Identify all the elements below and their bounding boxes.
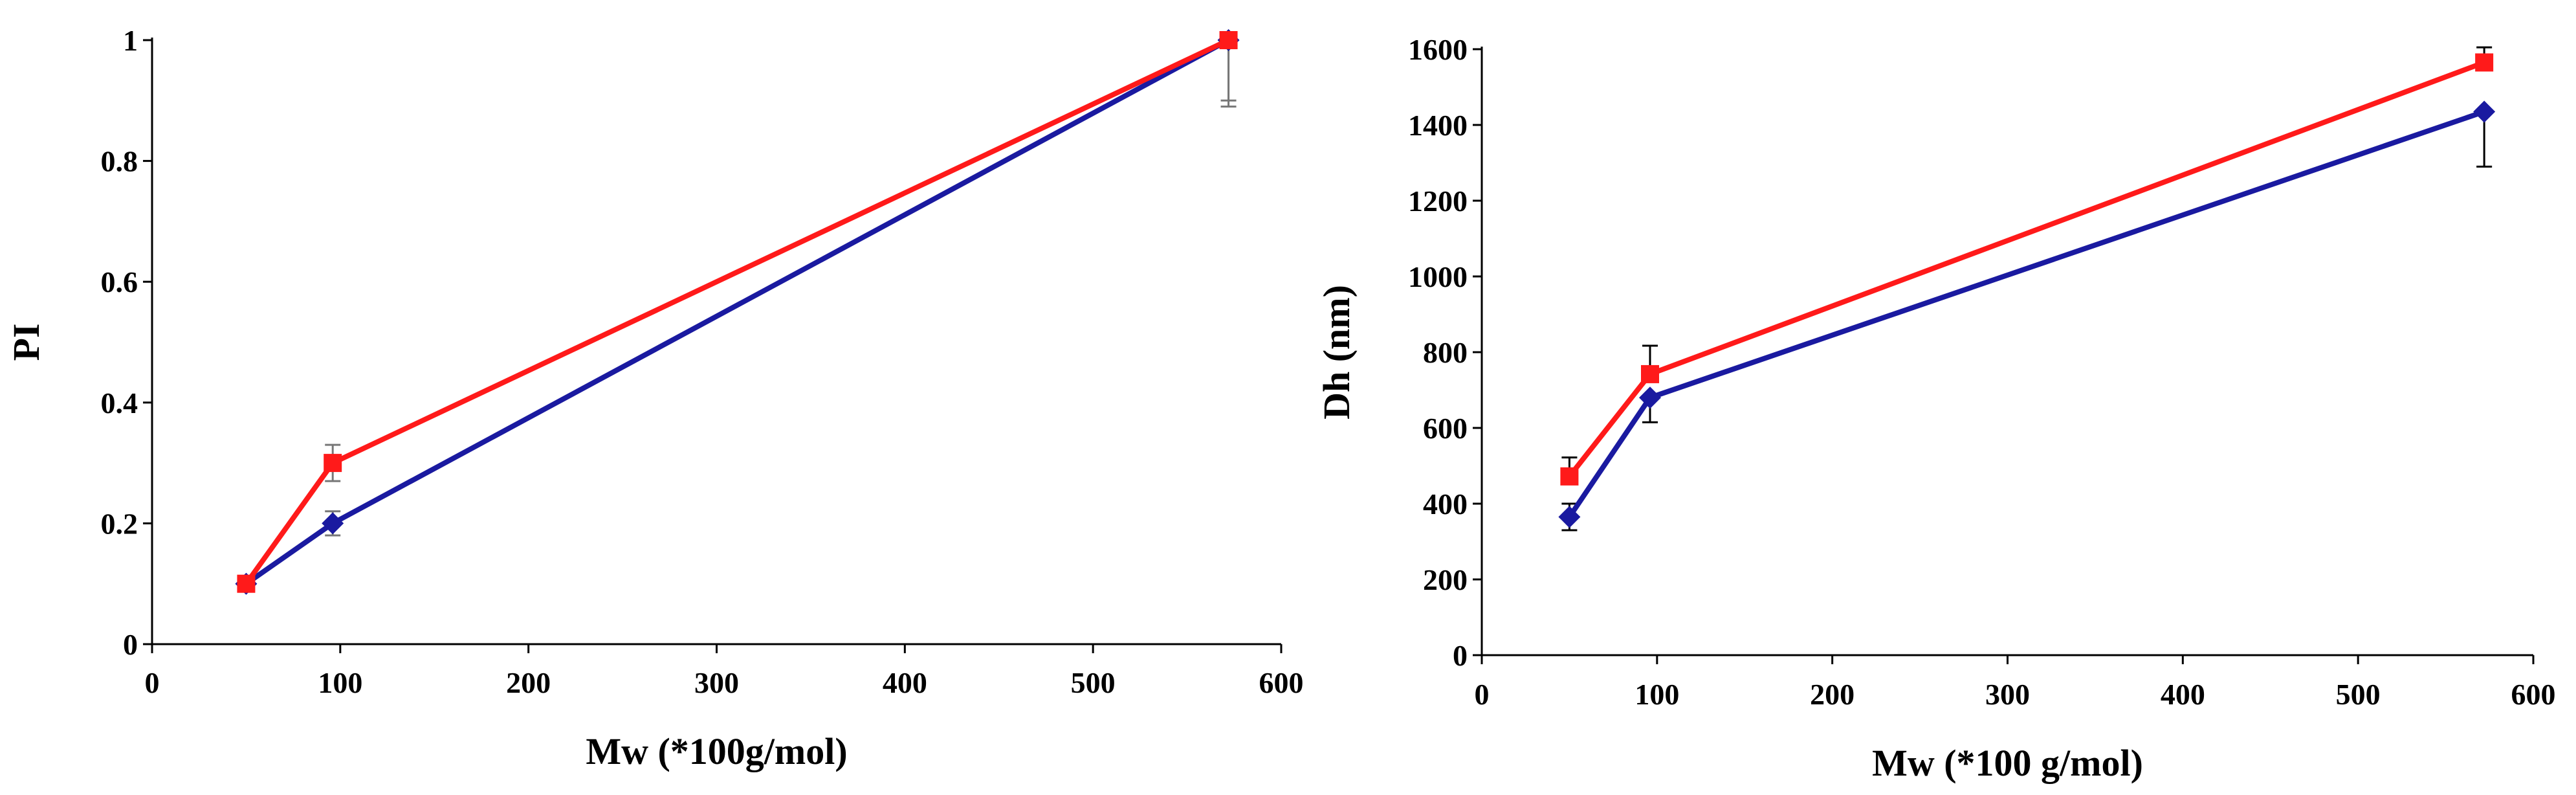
y-tick-label: 600 — [1423, 412, 1468, 445]
y-tick-label: 1600 — [1408, 33, 1468, 66]
y-tick-label: 0.2 — [101, 507, 138, 540]
x-tick-label: 200 — [1810, 678, 1855, 711]
x-tick-label: 600 — [2511, 678, 2556, 711]
data-point-square — [2475, 53, 2494, 72]
x-tick-label: 600 — [1259, 666, 1304, 699]
x-axis-title: Mw (*100 g/mol) — [1872, 742, 2143, 784]
data-point-square — [1219, 31, 1238, 49]
y-tick-label: 1 — [123, 24, 138, 57]
y-tick-label: 1400 — [1408, 109, 1468, 142]
y-axis-title: Dh (nm) — [1316, 285, 1358, 420]
y-tick-label: 0.6 — [101, 265, 138, 298]
series-line-blue — [245, 38, 1230, 586]
y-tick-label: 200 — [1423, 563, 1468, 596]
x-tick-label: 200 — [506, 666, 551, 699]
data-point-square — [1641, 364, 1659, 383]
y-tick-label: 0 — [1453, 639, 1468, 672]
data-point-square — [324, 454, 342, 473]
data-point-diamond — [2473, 100, 2496, 123]
y-axis-title: PI — [5, 324, 47, 361]
x-tick-label: 400 — [2161, 678, 2205, 711]
x-tick-label: 100 — [318, 666, 362, 699]
x-tick-label: 0 — [145, 666, 160, 699]
data-point-diamond — [1558, 506, 1581, 528]
data-point-diamond — [322, 512, 344, 535]
y-tick-label: 1200 — [1408, 185, 1468, 218]
data-point-diamond — [1639, 386, 1661, 409]
y-tick-label: 0.4 — [101, 386, 138, 420]
data-point-square — [237, 574, 256, 593]
chart-dh-vs-mw: 0 200 400 600 800 1000 1200 1400 1600 0 100 200 300 4… — [1316, 33, 2556, 784]
x-tick-label: 0 — [1475, 678, 1490, 711]
y-tick-label: 0.8 — [101, 145, 138, 178]
x-tick-label: 500 — [1071, 666, 1116, 699]
x-axis-title: Mw (*100g/mol) — [586, 730, 847, 772]
x-tick-label: 500 — [2336, 678, 2381, 711]
series-line-blue — [1567, 109, 2485, 519]
x-tick-label: 100 — [1635, 678, 1679, 711]
chart-pi-vs-mw: 0 0.2 0.4 0.6 0.8 1 0 100 200 300 400 500 600 Mw (*10… — [5, 24, 1304, 772]
x-tick-label: 300 — [694, 666, 739, 699]
y-tick-label: 400 — [1423, 487, 1468, 521]
y-tick-label: 800 — [1423, 336, 1468, 369]
y-tick-label: 1000 — [1408, 260, 1468, 293]
x-tick-label: 300 — [1985, 678, 2030, 711]
x-tick-label: 400 — [883, 666, 927, 699]
y-tick-label: 0 — [123, 628, 138, 661]
data-point-square — [1560, 467, 1579, 486]
